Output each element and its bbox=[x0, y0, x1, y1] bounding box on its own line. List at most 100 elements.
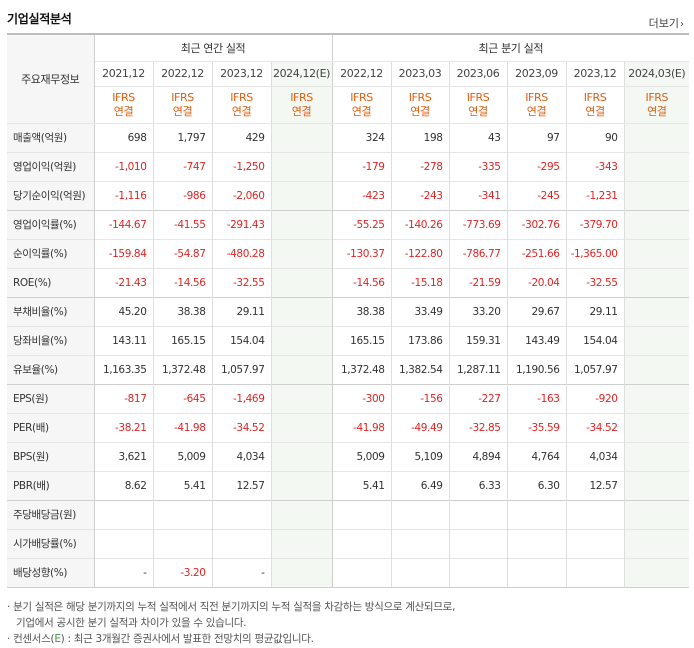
table-cell: -32.55 bbox=[565, 267, 625, 297]
table-cell: -130.37 bbox=[332, 238, 392, 268]
footnote-quarter: · 분기 실적은 해당 분기까지의 누적 실적에서 직전 분기까지의 누적 실적… bbox=[7, 601, 456, 613]
table-cell: 198 bbox=[390, 122, 450, 152]
table-cell: -278 bbox=[390, 151, 450, 181]
footnotes: · 분기 실적은 해당 분기까지의 누적 실적에서 직전 분기까지의 누적 실적… bbox=[7, 599, 455, 647]
table-cell: -49.49 bbox=[390, 412, 450, 442]
period-header: 2022,12 bbox=[152, 61, 212, 87]
table-cell: 1,057.97 bbox=[565, 354, 625, 384]
row-label: 당기순이익(억원) bbox=[7, 180, 95, 210]
table-cell: -302.76 bbox=[506, 209, 567, 239]
table-cell: - bbox=[211, 557, 271, 588]
table-cell: 1,163.35 bbox=[94, 354, 153, 384]
ifrs-label: IFRS 연결 bbox=[448, 86, 508, 124]
table-cell bbox=[623, 238, 690, 268]
table-cell: -786.77 bbox=[448, 238, 508, 268]
table-cell: -1,231 bbox=[565, 180, 625, 210]
label-column-header: 주요재무정보 bbox=[7, 33, 95, 124]
table-cell: -179 bbox=[332, 151, 392, 181]
table-cell bbox=[506, 557, 567, 588]
table-cell: -3.20 bbox=[152, 557, 212, 588]
period-header: 2021,12 bbox=[94, 61, 153, 87]
table-cell: 4,764 bbox=[506, 441, 567, 471]
table-cell: -55.25 bbox=[332, 209, 392, 239]
table-cell bbox=[623, 122, 690, 152]
table-cell: 165.15 bbox=[332, 325, 392, 355]
footnote-consensus: · 컨센서스(E) : 최근 3개월간 증권사에서 발표한 전망치의 평균값입니… bbox=[7, 633, 314, 645]
table-cell bbox=[270, 209, 333, 239]
period-header: 2023,03 bbox=[390, 61, 450, 87]
row-label: BPS(원) bbox=[7, 441, 95, 471]
table-cell bbox=[623, 528, 690, 558]
period-header: 2024,12(E) bbox=[270, 61, 333, 87]
period-header: 2022,12 bbox=[332, 61, 392, 87]
table-cell: 33.20 bbox=[448, 296, 508, 326]
table-cell: 3,621 bbox=[94, 441, 153, 471]
table-cell: -38.21 bbox=[94, 412, 153, 442]
table-cell: 90 bbox=[565, 122, 625, 152]
ifrs-label: IFRS 연결 bbox=[332, 86, 392, 124]
table-cell: -251.66 bbox=[506, 238, 567, 268]
table-cell bbox=[270, 383, 333, 413]
table-cell: 429 bbox=[211, 122, 271, 152]
annual-header: 최근 연간 실적 bbox=[94, 33, 333, 62]
ifrs-label: IFRS 연결 bbox=[506, 86, 567, 124]
table-cell bbox=[448, 557, 508, 588]
table-cell: -986 bbox=[152, 180, 212, 210]
more-link[interactable]: 더보기› bbox=[649, 15, 684, 31]
table-cell: 5.41 bbox=[152, 470, 212, 500]
row-label: 주당배당금(원) bbox=[7, 499, 95, 529]
table-cell bbox=[623, 180, 690, 210]
table-cell: 5,009 bbox=[152, 441, 212, 471]
table-cell bbox=[623, 267, 690, 297]
table-cell bbox=[448, 499, 508, 529]
table-cell: 159.31 bbox=[448, 325, 508, 355]
table-cell: -335 bbox=[448, 151, 508, 181]
period-header: 2023,09 bbox=[506, 61, 567, 87]
table-cell bbox=[152, 528, 212, 558]
table-row: 시가배당률(%) bbox=[7, 528, 690, 558]
table-row: 주당배당금(원) bbox=[7, 499, 690, 529]
table-cell: 6.30 bbox=[506, 470, 567, 500]
table-cell: -34.52 bbox=[565, 412, 625, 442]
table-cell: 143.11 bbox=[94, 325, 153, 355]
row-label: 영업이익률(%) bbox=[7, 209, 95, 239]
table-cell: 1,382.54 bbox=[390, 354, 450, 384]
table-cell bbox=[623, 209, 690, 239]
table-cell bbox=[270, 557, 333, 588]
more-label: 더보기 bbox=[648, 17, 679, 30]
ifrs-label: IFRS 연결 bbox=[270, 86, 333, 124]
table-cell: 5,109 bbox=[390, 441, 450, 471]
table-cell bbox=[270, 267, 333, 297]
table-cell: -15.18 bbox=[390, 267, 450, 297]
table-cell: -144.67 bbox=[94, 209, 153, 239]
row-label: 영업이익(억원) bbox=[7, 151, 95, 181]
table-cell: -817 bbox=[94, 383, 153, 413]
row-label: PER(배) bbox=[7, 412, 95, 442]
table-cell: -34.52 bbox=[211, 412, 271, 442]
table-cell: -41.98 bbox=[332, 412, 392, 442]
table-cell bbox=[623, 325, 690, 355]
table-row: 당좌비율(%) 143.11 165.15 154.04 165.15 173.86 159… bbox=[7, 325, 690, 355]
table-cell: 1,372.48 bbox=[152, 354, 212, 384]
row-label: 매출액(억원) bbox=[7, 122, 95, 152]
table-row: 유보율(%) 1,163.35 1,372.48 1,057.97 1,372.48 1,… bbox=[7, 354, 690, 384]
table-cell: -295 bbox=[506, 151, 567, 181]
financial-table: 주요재무정보 최근 연간 실적 최근 분기 실적 2021,12 2022,12 2… bbox=[7, 33, 690, 588]
table-cell: -245 bbox=[506, 180, 567, 210]
table-cell bbox=[332, 557, 392, 588]
table-cell: -920 bbox=[565, 383, 625, 413]
quarter-header: 최근 분기 실적 bbox=[332, 33, 690, 62]
table-cell: 43 bbox=[448, 122, 508, 152]
table-cell: 97 bbox=[506, 122, 567, 152]
table-cell: -379.70 bbox=[565, 209, 625, 239]
table-cell bbox=[623, 441, 690, 471]
table-cell bbox=[506, 499, 567, 529]
table-cell: -20.04 bbox=[506, 267, 567, 297]
table-cell: 154.04 bbox=[211, 325, 271, 355]
table-cell: 12.57 bbox=[211, 470, 271, 500]
table-cell: 5,009 bbox=[332, 441, 392, 471]
table-cell bbox=[270, 180, 333, 210]
table-cell bbox=[270, 238, 333, 268]
table-cell: -35.59 bbox=[506, 412, 567, 442]
